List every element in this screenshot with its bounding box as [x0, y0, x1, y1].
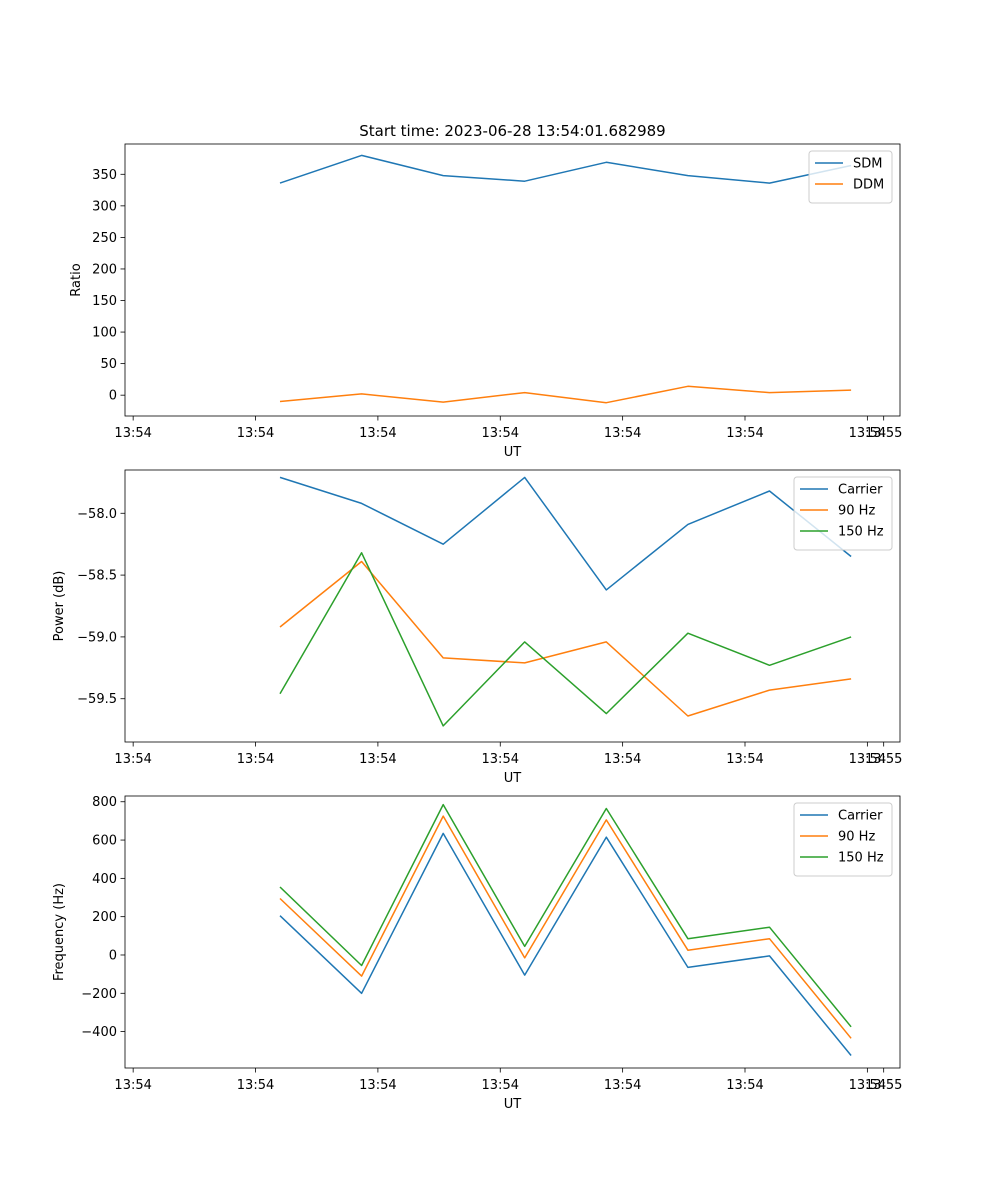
- x-tick-label: 13:54: [482, 426, 519, 441]
- y-tick-label: 50: [100, 357, 117, 372]
- x-tick-label: 13:55: [865, 1078, 902, 1093]
- x-tick-label: 13:54: [726, 426, 763, 441]
- x-tick-label: 13:54: [604, 426, 641, 441]
- x-tick-label: 13:54: [849, 426, 886, 441]
- y-tick-label: 150: [92, 294, 117, 309]
- power-panel: 13:54 13:54 13:54 13:54 13:54 13:54 13:5413:55…: [52, 469, 902, 786]
- x-tick-label: 13:54: [237, 1078, 274, 1093]
- x-tick-label: 13:54: [237, 426, 274, 441]
- x-tick-label: 13:54: [726, 752, 763, 767]
- series-line-sdm: [279, 154, 852, 184]
- x-tick-label: 13:54: [604, 752, 641, 767]
- legend-label-90-hz: 90 Hz: [838, 504, 875, 519]
- legend-label-carrier: Carrier: [838, 483, 883, 498]
- y-tick-label: −59.0: [77, 630, 117, 645]
- x-axis-label: UT: [504, 1097, 522, 1112]
- legend-label-ddm: DDM: [853, 178, 884, 193]
- legend: Carrier 90 Hz 150 Hz: [793, 802, 893, 877]
- x-tick-label: 13:54: [359, 1078, 396, 1093]
- y-tick-label: 200: [92, 262, 117, 277]
- series-line-ddm: [279, 385, 852, 404]
- ratio-panel: 13:54 13:54 13:54 13:54 13:54 13:54 13:5413:55…: [69, 143, 902, 460]
- x-tick-label: 13:54: [359, 752, 396, 767]
- x-tick-label: 13:54: [114, 1078, 151, 1093]
- y-tick-label: 600: [92, 834, 117, 849]
- y-tick-label: 250: [92, 231, 117, 246]
- chart-title: Start time: 2023-06-28 13:54:01.682989: [359, 122, 665, 140]
- x-tick-label: 13:55: [865, 426, 902, 441]
- y-tick-label: −200: [81, 987, 117, 1002]
- series-line-carrier: [279, 476, 852, 591]
- legend-label-90-hz: 90 Hz: [838, 830, 875, 845]
- series-line-150-hz: [279, 803, 852, 1028]
- x-tick-label: 13:54: [482, 752, 519, 767]
- y-tick-label: 200: [92, 910, 117, 925]
- x-tick-label: 13:54: [237, 752, 274, 767]
- y-tick-label: 300: [92, 199, 117, 214]
- axes-frame: [124, 795, 901, 1069]
- y-tick-label: −58.5: [77, 569, 117, 584]
- x-tick-label: 13:55: [865, 752, 902, 767]
- y-axis-label: Frequency (Hz): [52, 883, 67, 981]
- x-tick-label: 13:54: [604, 1078, 641, 1093]
- legend-box: [808, 150, 893, 204]
- x-tick-label: 13:54: [726, 1078, 763, 1093]
- y-tick-label: −59.5: [77, 692, 117, 707]
- series-line-90-hz: [279, 815, 852, 1039]
- x-tick-label: 13:54: [482, 1078, 519, 1093]
- y-tick-label: 400: [92, 872, 117, 887]
- y-tick-label: −400: [81, 1025, 117, 1040]
- frequency-panel: 13:54 13:54 13:54 13:54 13:54 13:54 13:5413:55…: [52, 795, 902, 1112]
- legend-label-150-hz: 150 Hz: [838, 851, 884, 866]
- x-tick-label: 13:54: [359, 426, 396, 441]
- x-tick-label: 13:54: [114, 426, 151, 441]
- legend: SDM DDM: [808, 150, 893, 204]
- y-tick-label: 350: [92, 168, 117, 183]
- x-tick-label: 13:54: [114, 752, 151, 767]
- x-axis-label: UT: [504, 771, 522, 786]
- legend-label-sdm: SDM: [853, 157, 882, 172]
- x-tick-label: 13:54: [849, 1078, 886, 1093]
- x-tick-label: 13:54: [849, 752, 886, 767]
- x-axis-label: UT: [504, 445, 522, 460]
- y-axis-label: Power (dB): [52, 571, 67, 642]
- y-tick-label: 100: [92, 326, 117, 341]
- y-tick-label: 800: [92, 795, 117, 810]
- series-line-150-hz: [279, 552, 852, 727]
- legend-label-150-hz: 150 Hz: [838, 525, 884, 540]
- axes-frame: [124, 469, 901, 743]
- y-tick-label: 0: [109, 948, 117, 963]
- legend-label-carrier: Carrier: [838, 809, 883, 824]
- y-tick-label: 0: [109, 389, 117, 404]
- legend: Carrier 90 Hz 150 Hz: [793, 476, 893, 551]
- y-axis-label: Ratio: [69, 263, 84, 296]
- series-line-carrier: [279, 832, 852, 1056]
- y-tick-label: −58.0: [77, 507, 117, 522]
- series-line-90-hz: [279, 560, 852, 717]
- axes-frame: [124, 143, 901, 417]
